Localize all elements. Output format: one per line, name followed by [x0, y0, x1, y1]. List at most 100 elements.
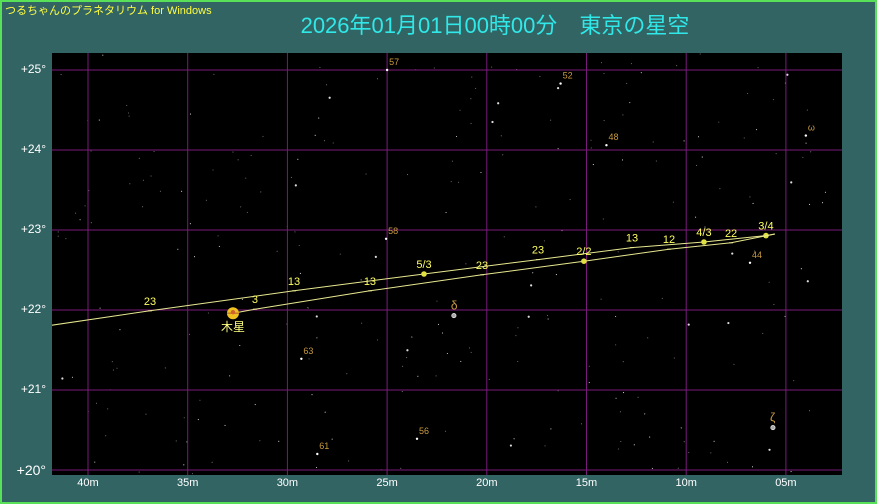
- star: [61, 377, 64, 380]
- jupiter-spot: [230, 310, 236, 315]
- star: [237, 159, 239, 161]
- date-label: 23: [144, 296, 156, 308]
- star: [580, 423, 583, 425]
- star: [727, 321, 730, 325]
- star: [710, 452, 712, 454]
- star: [57, 231, 59, 233]
- star: [318, 117, 320, 119]
- star: [488, 378, 490, 381]
- star: [84, 205, 86, 207]
- star: [530, 284, 533, 287]
- star: [471, 76, 473, 78]
- star: [401, 391, 403, 393]
- star: [384, 237, 388, 240]
- star: [592, 164, 594, 166]
- star: [622, 114, 624, 116]
- star: [102, 54, 104, 56]
- dec-tick-label: +20°: [16, 462, 46, 478]
- star: [546, 314, 549, 317]
- star: [319, 66, 321, 68]
- star: [470, 122, 472, 125]
- star: [762, 332, 764, 334]
- star: [805, 142, 807, 144]
- star: [127, 112, 130, 114]
- ra-tick-label: 35m: [176, 477, 199, 489]
- star: [65, 238, 67, 240]
- star: [626, 82, 628, 84]
- star: [218, 245, 220, 247]
- star: [191, 473, 193, 475]
- star: [433, 67, 435, 69]
- star: [437, 323, 440, 325]
- star: [683, 441, 685, 443]
- star: [138, 157, 140, 159]
- star: [211, 461, 213, 463]
- planet-label: 木星: [221, 320, 245, 334]
- star: [300, 357, 303, 360]
- star: [316, 452, 319, 456]
- double-star: [770, 425, 776, 431]
- star: [308, 358, 310, 360]
- star: [407, 174, 409, 176]
- star: [145, 413, 147, 415]
- star: [652, 141, 654, 143]
- star: [240, 206, 242, 208]
- star: [294, 231, 296, 233]
- star: [753, 250, 756, 252]
- star: [808, 410, 811, 412]
- date-label: 4/3: [696, 227, 711, 239]
- star: [259, 440, 261, 442]
- star: [229, 375, 231, 377]
- star: [339, 253, 341, 255]
- star: [497, 102, 500, 105]
- star: [605, 144, 608, 147]
- star: [517, 327, 519, 329]
- star: [446, 352, 448, 355]
- ra-tick-label: 10m: [675, 477, 697, 489]
- star: [445, 211, 447, 214]
- star: [197, 419, 199, 421]
- star: [543, 240, 545, 242]
- star: [95, 402, 98, 404]
- star: [415, 437, 419, 440]
- star: [470, 351, 472, 353]
- star: [749, 196, 751, 198]
- star: [164, 367, 166, 369]
- star: [159, 190, 161, 192]
- dec-tick-label: +22°: [20, 302, 46, 316]
- star: [385, 68, 389, 72]
- star: [444, 430, 447, 432]
- star: [417, 375, 419, 377]
- star: [278, 440, 280, 442]
- star: [619, 411, 621, 413]
- star: [441, 332, 444, 334]
- star-map[interactable]: 57 52 48 ω 58 44 δ 63 56 61 ζ 23 13 5/3 23 13 4/3 3/4 3 13 2…: [52, 53, 842, 475]
- star: [784, 315, 786, 317]
- star: [465, 263, 467, 265]
- ra-tick-label: 15m: [575, 477, 598, 489]
- star: [757, 67, 759, 69]
- star: [603, 119, 605, 122]
- star: [79, 219, 81, 221]
- star: [450, 181, 452, 183]
- star: [299, 272, 301, 275]
- star: [615, 344, 617, 346]
- star: [360, 279, 362, 281]
- star: [633, 444, 635, 446]
- star: [224, 424, 226, 426]
- star: [183, 417, 185, 419]
- page-title: 2026年01月01日00時00分 東京の星空: [300, 13, 690, 38]
- date-label: 13: [626, 233, 638, 245]
- star: [532, 272, 534, 274]
- star: [600, 62, 603, 64]
- star: [406, 357, 408, 359]
- star: [559, 82, 562, 85]
- star: [557, 390, 559, 392]
- star: [138, 471, 140, 473]
- star: [719, 188, 721, 190]
- star-label: 63: [303, 346, 313, 356]
- date-label: 23: [476, 260, 488, 272]
- ra-tick-label: 40m: [77, 477, 99, 489]
- star: [701, 156, 703, 158]
